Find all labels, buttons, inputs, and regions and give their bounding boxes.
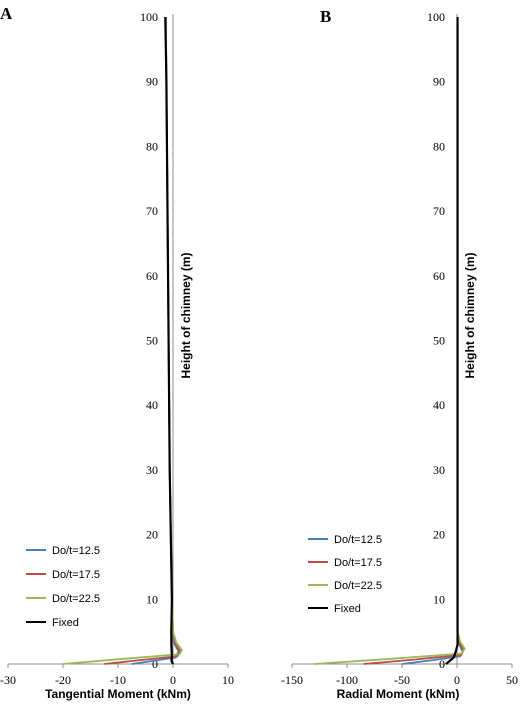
x-tick-label: -100 xyxy=(336,673,358,687)
y-tick-label: 20 xyxy=(433,528,445,542)
y-tick-label: 60 xyxy=(146,269,158,283)
panel-b: B -150 -100 -50 0 50 0 10 20 30 40 50 60 70 80 90 100 Hei… xyxy=(281,7,518,701)
x-axis-title: Radial Moment (kNm) xyxy=(337,687,460,701)
y-tick-label: 20 xyxy=(146,528,158,542)
panel-label: A xyxy=(0,4,13,23)
y-tick-label: 90 xyxy=(433,75,445,89)
panel-label: B xyxy=(320,7,331,26)
y-tick-label: 40 xyxy=(146,398,158,412)
x-tick-label: -10 xyxy=(110,673,126,687)
y-tick-label: 40 xyxy=(433,398,445,412)
y-tick-label: 100 xyxy=(140,10,158,24)
y-tick-label: 50 xyxy=(433,334,445,348)
y-axis-title: Height of chimney (m) xyxy=(179,252,193,378)
x-tick-label: 0 xyxy=(454,673,460,687)
y-tick-label: 10 xyxy=(433,592,445,606)
y-tick-label: 90 xyxy=(146,75,158,89)
panel-a: A-30 -20 -10 0 100102030405060708090100Heigh… xyxy=(0,4,234,701)
series-line-fixed xyxy=(164,16,174,665)
x-tick-label: -20 xyxy=(55,673,71,687)
y-axis-title: Height of chimney (m) xyxy=(463,252,477,378)
legend-label: Do/t=22.5 xyxy=(334,580,382,592)
y-tick-label: 30 xyxy=(146,463,158,477)
y-tick-label: 10 xyxy=(146,592,158,606)
y-tick-label: 100 xyxy=(427,10,445,24)
legend-label: Fixed xyxy=(52,617,79,629)
legend-label: Do/t=22.5 xyxy=(52,593,100,605)
x-tick-label: 50 xyxy=(506,673,518,687)
y-tick-label: 0 xyxy=(439,657,445,671)
y-tick-label: 30 xyxy=(433,463,445,477)
y-tick-label: 60 xyxy=(433,269,445,283)
y-tick-label: 80 xyxy=(433,139,445,153)
x-axis-title: Tangential Moment (kNm) xyxy=(45,687,191,701)
legend-label: Do/t=12.5 xyxy=(52,545,100,557)
x-tick-label: -50 xyxy=(394,673,410,687)
y-tick-label: 70 xyxy=(433,204,445,218)
series-line-do-t-22-5 xyxy=(62,16,183,665)
x-tick-label: 0 xyxy=(170,673,176,687)
series-line-fixed xyxy=(445,17,459,665)
x-tick-label: -30 xyxy=(0,673,16,687)
x-tick-label: 10 xyxy=(222,673,234,687)
legend-label: Fixed xyxy=(334,603,361,615)
legend-label: Do/t=17.5 xyxy=(52,569,100,581)
legend-label: Do/t=12.5 xyxy=(334,534,382,546)
legend-label: Do/t=17.5 xyxy=(334,557,382,569)
x-tick-label: -150 xyxy=(281,673,303,687)
y-tick-label: 80 xyxy=(146,139,158,153)
y-tick-label: 50 xyxy=(146,334,158,348)
y-tick-label: 70 xyxy=(146,204,158,218)
y-tick-label: 0 xyxy=(152,657,158,671)
